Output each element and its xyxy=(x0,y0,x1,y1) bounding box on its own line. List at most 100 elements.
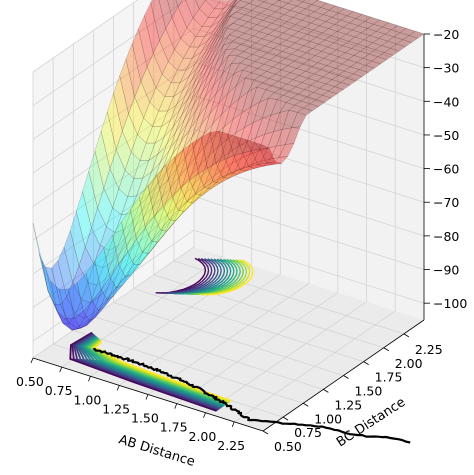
surface-patch xyxy=(218,73,234,104)
surface-patch xyxy=(274,69,291,78)
surface-patch xyxy=(393,32,410,40)
surface-patch xyxy=(200,135,216,166)
surface-patch xyxy=(236,7,252,15)
surface-patch xyxy=(95,293,111,318)
surface-patch xyxy=(90,278,106,304)
surface-patch xyxy=(328,5,345,14)
surface-patch xyxy=(267,92,284,100)
surface-patch xyxy=(221,11,237,30)
surface-patch xyxy=(236,69,252,86)
contour-line xyxy=(71,332,218,412)
surface-patch xyxy=(312,25,329,34)
surface-patch xyxy=(274,7,291,15)
surface-patch xyxy=(206,29,222,56)
surface-patch xyxy=(389,43,406,52)
surface-patch xyxy=(359,46,376,55)
surface-patch xyxy=(256,82,273,90)
surface-patch xyxy=(225,0,237,12)
surface-patch xyxy=(119,257,135,284)
surface-patch xyxy=(83,296,100,319)
x-axis-label: AB Distance xyxy=(117,432,197,469)
surface-patch xyxy=(140,214,157,241)
surface-patch xyxy=(196,166,212,192)
x-tick-label: 2.00 xyxy=(189,429,217,444)
surface-patch xyxy=(313,69,330,78)
surface-patch xyxy=(231,141,248,164)
surface-patch xyxy=(184,195,200,212)
surface-patch xyxy=(226,22,243,31)
surface-patch xyxy=(150,172,166,201)
surface-patch xyxy=(63,229,80,284)
surface-patch xyxy=(129,215,145,242)
contour-line xyxy=(87,338,228,405)
surface-patch xyxy=(138,14,154,68)
surface-patch xyxy=(317,58,334,66)
x-tick-mark xyxy=(145,394,149,400)
surface-patch xyxy=(155,186,172,215)
surface-patch xyxy=(133,252,150,265)
surface-patch xyxy=(229,127,245,153)
surface-patch xyxy=(217,118,234,148)
surface-patch xyxy=(315,94,332,103)
surface-patch xyxy=(339,33,356,42)
surface-patch xyxy=(352,69,369,77)
surface-patch xyxy=(118,251,135,277)
surface-patch xyxy=(254,56,271,65)
surface-patch xyxy=(231,0,236,4)
surface-patch xyxy=(219,171,235,184)
surface-patch xyxy=(158,0,173,30)
surface-patch xyxy=(357,39,374,48)
surface-patch xyxy=(292,12,309,21)
surface-patch xyxy=(297,27,314,35)
y-tick-mark xyxy=(343,375,349,379)
surface-patch xyxy=(289,24,306,32)
x-tick-label: 1.50 xyxy=(131,411,159,426)
surface-patch xyxy=(384,29,401,38)
surface-patch xyxy=(330,31,347,39)
surface-patch xyxy=(228,0,237,12)
surface-patch xyxy=(82,170,98,229)
surface-patch xyxy=(198,167,214,188)
surface-patch xyxy=(260,145,277,162)
surface-patch xyxy=(220,28,237,44)
surface-patch xyxy=(257,63,274,72)
surface-patch xyxy=(198,85,214,118)
surface-patch xyxy=(360,28,377,36)
surface-patch xyxy=(233,0,250,8)
surface-patch xyxy=(103,168,120,209)
surface-patch xyxy=(214,34,230,59)
contour-line xyxy=(76,334,221,410)
surface-patch xyxy=(176,80,192,106)
surface-patch xyxy=(306,29,323,38)
surface-patch xyxy=(208,28,225,56)
surface-patch xyxy=(244,101,260,128)
surface-patch xyxy=(368,49,385,58)
surface-patch xyxy=(321,28,338,36)
surface-patch xyxy=(210,11,226,27)
surface-patch xyxy=(331,12,348,21)
surface-patch xyxy=(263,157,280,167)
surface-patch xyxy=(253,12,270,21)
surface-patch xyxy=(237,163,253,175)
surface-patch xyxy=(99,226,116,251)
surface-patch xyxy=(316,76,333,85)
surface-patch xyxy=(151,229,167,243)
surface-patch xyxy=(366,23,383,32)
surface-patch xyxy=(101,275,118,305)
surface-patch xyxy=(126,211,142,237)
surface-patch xyxy=(248,61,265,69)
surface-patch xyxy=(218,130,235,160)
surface-patch xyxy=(202,41,219,71)
surface-patch xyxy=(259,89,275,103)
surface-patch xyxy=(241,86,258,114)
surface-patch xyxy=(235,25,252,34)
contour-line xyxy=(73,333,219,411)
surface-patch xyxy=(188,54,204,78)
surface-patch xyxy=(187,174,203,202)
surface-patch xyxy=(84,227,101,265)
y-gridline xyxy=(72,44,304,404)
surface-patch xyxy=(283,10,300,18)
surface-patch xyxy=(118,169,135,198)
surface-patch xyxy=(136,171,152,197)
surface-patch xyxy=(306,92,323,100)
